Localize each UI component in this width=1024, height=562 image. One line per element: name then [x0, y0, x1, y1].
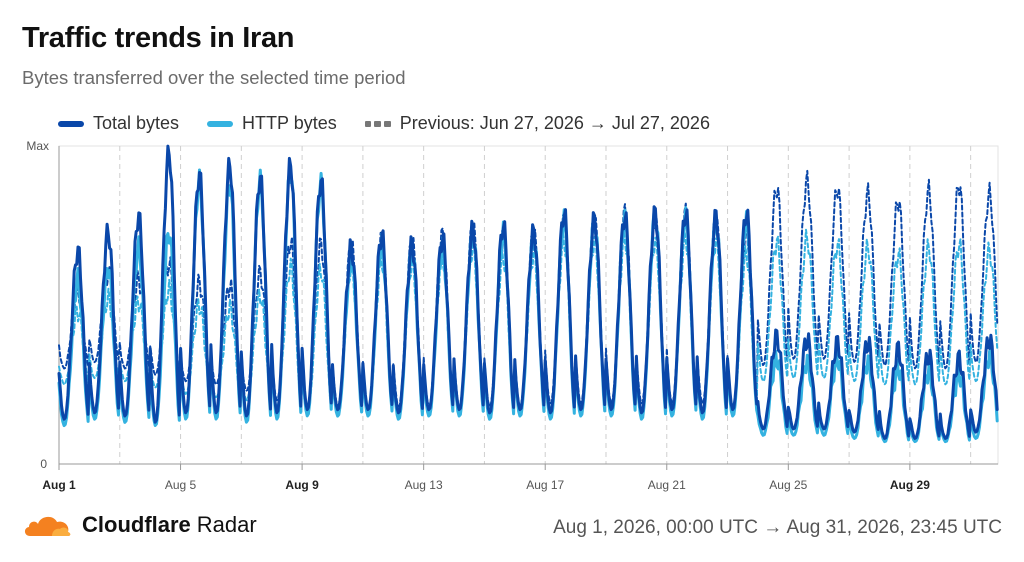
x-tick-label-5: Aug 21: [648, 478, 686, 492]
x-tick-label-0: Aug 1: [42, 478, 76, 492]
legend-label-http-bytes: HTTP bytes: [242, 113, 337, 133]
series-line-total-bytes: [57, 144, 999, 440]
x-tick-label-7: Aug 29: [890, 478, 930, 492]
legend-label-previous: Previous: Jun 27, 2026 → Jul 27, 2026: [399, 113, 710, 133]
traffic-line-chart: 0 Max Aug 1 Aug 5 Aug 9 Aug 13 Aug 17 Aug 21 Aug…: [26, 139, 999, 492]
page-title: Traffic trends in Iran: [22, 22, 295, 54]
chart-legend: Total bytes HTTP bytes Previous: Jun 27,…: [58, 113, 710, 134]
x-tick-label-6: Aug 25: [769, 478, 807, 492]
legend-swatch-http-bytes: [207, 120, 234, 127]
chart-tick-labels: 0 Max Aug 1 Aug 5 Aug 9 Aug 13 Aug 17 Aug 21 Aug…: [26, 139, 930, 492]
legend-item-total-bytes[interactable]: Total bytes: [58, 113, 179, 134]
cloudflare-radar-brand: Cloudflare Radar: [22, 512, 257, 538]
x-tick-label-3: Aug 13: [405, 478, 443, 492]
brand-name: Cloudflare: [82, 512, 191, 537]
x-tick-label-4: Aug 17: [526, 478, 564, 492]
legend-swatch-previous: [364, 120, 391, 127]
legend-swatch-total-bytes: [58, 120, 84, 127]
chart-axes: [58, 146, 998, 470]
legend-label-total-bytes: Total bytes: [93, 113, 180, 133]
brand-product: Radar: [196, 512, 257, 537]
page-subtitle: Bytes transferred over the selected time…: [22, 67, 406, 88]
x-tick-label-2: Aug 9: [285, 478, 319, 492]
y-tick-label-max: Max: [26, 139, 49, 153]
x-tick-label-1: Aug 5: [165, 478, 197, 492]
y-tick-label-min: 0: [40, 457, 47, 471]
chart-series: [57, 144, 999, 444]
legend-item-http-bytes[interactable]: HTTP bytes: [207, 113, 337, 134]
time-range-label: Aug 1, 2026, 00:00 UTC → Aug 31, 2026, 2…: [553, 517, 1002, 538]
cloudflare-logo-icon: [24, 516, 71, 536]
legend-item-previous[interactable]: Previous: Jun 27, 2026 → Jul 27, 2026: [364, 113, 710, 134]
